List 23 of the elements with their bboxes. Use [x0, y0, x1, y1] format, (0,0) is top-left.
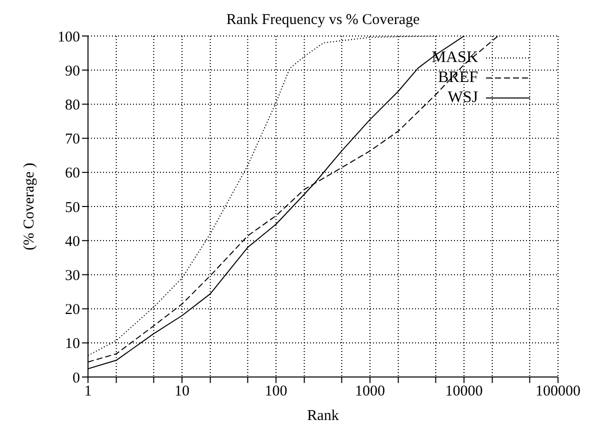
y-tick-label: 30 [65, 268, 80, 284]
y-tick-label: 70 [65, 132, 80, 148]
y-tick-label: 60 [65, 166, 80, 182]
x-tick-label: 1 [84, 384, 92, 400]
y-tick-label: 100 [58, 29, 80, 46]
y-tick-label: 90 [65, 63, 80, 80]
chart-title: Rank Frequency vs % Coverage [225, 12, 421, 29]
y-tick-label: 50 [65, 200, 80, 216]
y-tick-label: 40 [65, 234, 80, 250]
x-tick-label: 100000 [536, 384, 580, 400]
y-tick-label: 20 [65, 302, 80, 318]
x-tick-label: 100 [264, 384, 288, 400]
x-axis-title: Rank [307, 408, 340, 424]
legend-label: BREF [438, 69, 478, 87]
y-tick-label: 10 [65, 336, 80, 352]
x-tick-label: 1000 [355, 384, 385, 400]
legend-label: MASK [432, 49, 478, 67]
y-axis-title: (% Coverage ) [21, 162, 38, 250]
x-tick-label: 10 [174, 384, 190, 400]
x-tick-label: 10000 [445, 384, 483, 400]
y-tick-label: 80 [65, 98, 80, 114]
legend-label: WSJ [448, 89, 478, 107]
y-tick-label: 0 [72, 370, 80, 386]
